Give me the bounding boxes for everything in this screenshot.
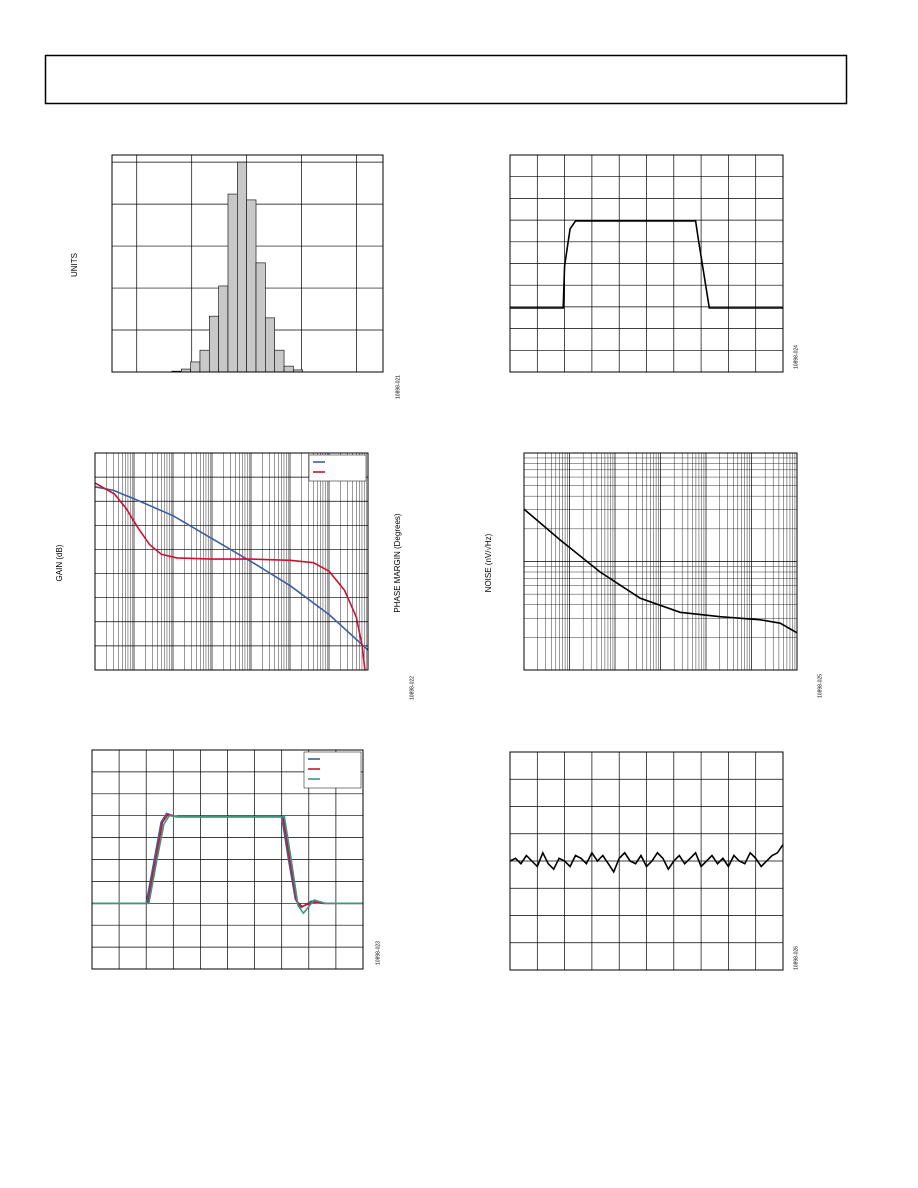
y-axis-label: NOISE (nV/√Hz) <box>484 533 493 592</box>
line-series <box>94 482 366 671</box>
bar <box>274 349 285 373</box>
figure-id: 10898-022 <box>409 676 415 700</box>
bar <box>265 317 276 373</box>
y2-axis-label: PHASE MARGIN (Degrees) <box>393 513 402 612</box>
bar <box>190 361 201 373</box>
plot-frame <box>94 452 369 671</box>
figure-id: 10898-021 <box>395 375 401 399</box>
line-series <box>510 220 783 309</box>
bar <box>208 315 219 373</box>
y-axis-label: UNITS <box>70 253 79 277</box>
line-series <box>94 486 369 651</box>
bar <box>218 285 229 373</box>
plot-frame <box>91 749 364 970</box>
bar <box>283 365 294 373</box>
figure-id: 10898-025 <box>817 674 823 698</box>
bar <box>237 161 247 373</box>
y-axis-label: GAIN (dB) <box>55 544 64 581</box>
plot-frame <box>523 452 798 671</box>
plot-frame <box>509 751 784 971</box>
bar <box>227 193 238 373</box>
line-series <box>523 508 798 634</box>
bar <box>199 349 210 373</box>
figure-id: 10898-024 <box>793 345 799 369</box>
figure-id: 10898-023 <box>375 941 381 965</box>
line-series <box>92 814 363 915</box>
plot-frame <box>509 154 784 373</box>
legend-box <box>303 751 362 789</box>
header-box <box>44 54 848 105</box>
plot-frame <box>111 154 384 373</box>
line-series <box>509 844 784 874</box>
bar <box>255 262 266 373</box>
figure-id: 10898-026 <box>793 946 799 970</box>
bar <box>246 199 257 373</box>
legend-box <box>308 454 367 482</box>
